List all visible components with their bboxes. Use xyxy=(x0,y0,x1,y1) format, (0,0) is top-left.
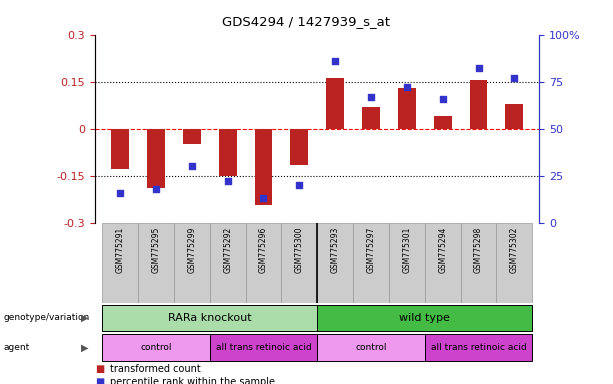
Text: GSM775298: GSM775298 xyxy=(474,227,483,273)
Bar xyxy=(505,104,524,129)
Bar xyxy=(254,129,272,205)
Text: GSM775295: GSM775295 xyxy=(151,227,161,273)
Bar xyxy=(102,223,138,303)
Text: GDS4294 / 1427939_s_at: GDS4294 / 1427939_s_at xyxy=(223,15,390,28)
Point xyxy=(187,163,197,169)
Bar xyxy=(389,223,425,303)
Text: all trans retinoic acid: all trans retinoic acid xyxy=(431,343,527,352)
Text: GSM775297: GSM775297 xyxy=(367,227,376,273)
Bar xyxy=(318,223,353,303)
Bar xyxy=(111,129,129,169)
Bar xyxy=(497,223,532,303)
Point xyxy=(366,94,376,100)
Text: GSM775299: GSM775299 xyxy=(188,227,196,273)
Text: ■: ■ xyxy=(95,377,104,384)
Text: control: control xyxy=(140,343,172,352)
Text: ▶: ▶ xyxy=(82,343,89,353)
Bar xyxy=(210,334,318,361)
Text: RARa knockout: RARa knockout xyxy=(168,313,251,323)
Point xyxy=(438,96,447,102)
Text: control: control xyxy=(356,343,387,352)
Text: ▶: ▶ xyxy=(82,313,89,323)
Point xyxy=(330,58,340,64)
Text: GSM775292: GSM775292 xyxy=(223,227,232,273)
Text: ■: ■ xyxy=(95,364,104,374)
Bar xyxy=(219,129,237,176)
Bar xyxy=(318,305,532,331)
Text: GSM775301: GSM775301 xyxy=(402,227,411,273)
Bar xyxy=(102,334,210,361)
Bar xyxy=(470,80,487,129)
Text: GSM775293: GSM775293 xyxy=(330,227,340,273)
Point xyxy=(223,178,232,184)
Text: percentile rank within the sample: percentile rank within the sample xyxy=(110,377,275,384)
Bar xyxy=(425,334,532,361)
Bar xyxy=(281,223,318,303)
Bar xyxy=(246,223,281,303)
Text: all trans retinoic acid: all trans retinoic acid xyxy=(216,343,311,352)
Text: GSM775291: GSM775291 xyxy=(116,227,124,273)
Bar xyxy=(183,129,200,144)
Point xyxy=(115,190,125,196)
Bar xyxy=(460,223,497,303)
Bar xyxy=(318,334,425,361)
Bar xyxy=(398,88,416,129)
Point xyxy=(402,84,412,90)
Bar xyxy=(434,116,452,129)
Bar xyxy=(291,129,308,165)
Bar xyxy=(174,223,210,303)
Bar xyxy=(353,223,389,303)
Bar xyxy=(147,129,165,188)
Point xyxy=(509,75,519,81)
Text: transformed count: transformed count xyxy=(110,364,201,374)
Point xyxy=(294,182,304,188)
Bar xyxy=(326,78,344,129)
Point xyxy=(474,65,484,71)
Text: GSM775300: GSM775300 xyxy=(295,227,304,273)
Point xyxy=(151,186,161,192)
Bar xyxy=(138,223,174,303)
Text: GSM775302: GSM775302 xyxy=(510,227,519,273)
Bar xyxy=(425,223,460,303)
Text: GSM775296: GSM775296 xyxy=(259,227,268,273)
Point xyxy=(259,195,268,201)
Bar xyxy=(102,305,318,331)
Text: wild type: wild type xyxy=(399,313,450,323)
Bar xyxy=(362,107,380,129)
Text: genotype/variation: genotype/variation xyxy=(3,313,89,322)
Text: agent: agent xyxy=(3,343,29,352)
Bar xyxy=(210,223,246,303)
Text: GSM775294: GSM775294 xyxy=(438,227,447,273)
